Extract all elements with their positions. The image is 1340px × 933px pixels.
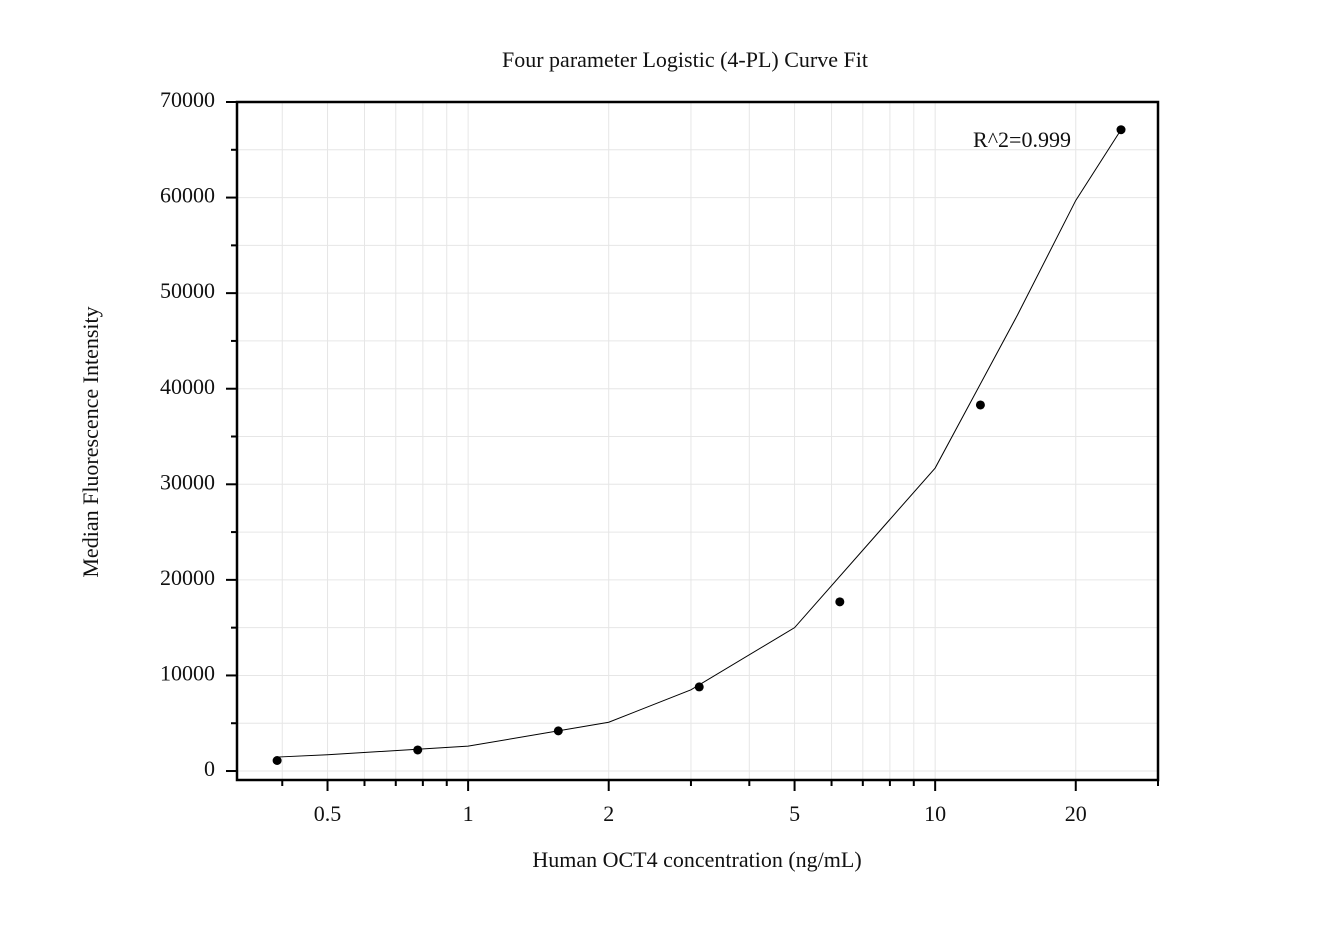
y-tick-label: 70000 [160, 87, 215, 112]
x-tick-label: 2 [603, 801, 614, 826]
annotation: R^2=0.999 [973, 127, 1071, 152]
chart-title: Four parameter Logistic (4-PL) Curve Fit [502, 47, 868, 72]
data-point [694, 682, 704, 692]
y-tick-label: 60000 [160, 183, 215, 208]
y-tick-label: 10000 [160, 660, 215, 685]
plot-frame [235, 100, 1160, 782]
x-tick-label: 1 [463, 801, 474, 826]
x-axis-label: Human OCT4 concentration (ng/mL) [532, 847, 861, 872]
fit-curve [277, 129, 1122, 758]
data-point [413, 745, 423, 755]
x-tick-label: 5 [789, 801, 800, 826]
x-tick-label: 10 [924, 801, 946, 826]
y-tick-label: 50000 [160, 278, 215, 303]
x-tick-label: 20 [1065, 801, 1087, 826]
y-tick-label: 30000 [160, 469, 215, 494]
data-point [553, 726, 563, 736]
data-point [975, 400, 985, 410]
x-tick-label: 0.5 [314, 801, 342, 826]
data-point [272, 756, 282, 766]
y-tick-label: 0 [204, 756, 215, 781]
y-axis-label: Median Fluorescence Intensity [78, 306, 103, 577]
data-point [835, 597, 845, 607]
y-tick-label: 20000 [160, 565, 215, 590]
y-tick-label: 40000 [160, 374, 215, 399]
data-point [1116, 125, 1126, 135]
